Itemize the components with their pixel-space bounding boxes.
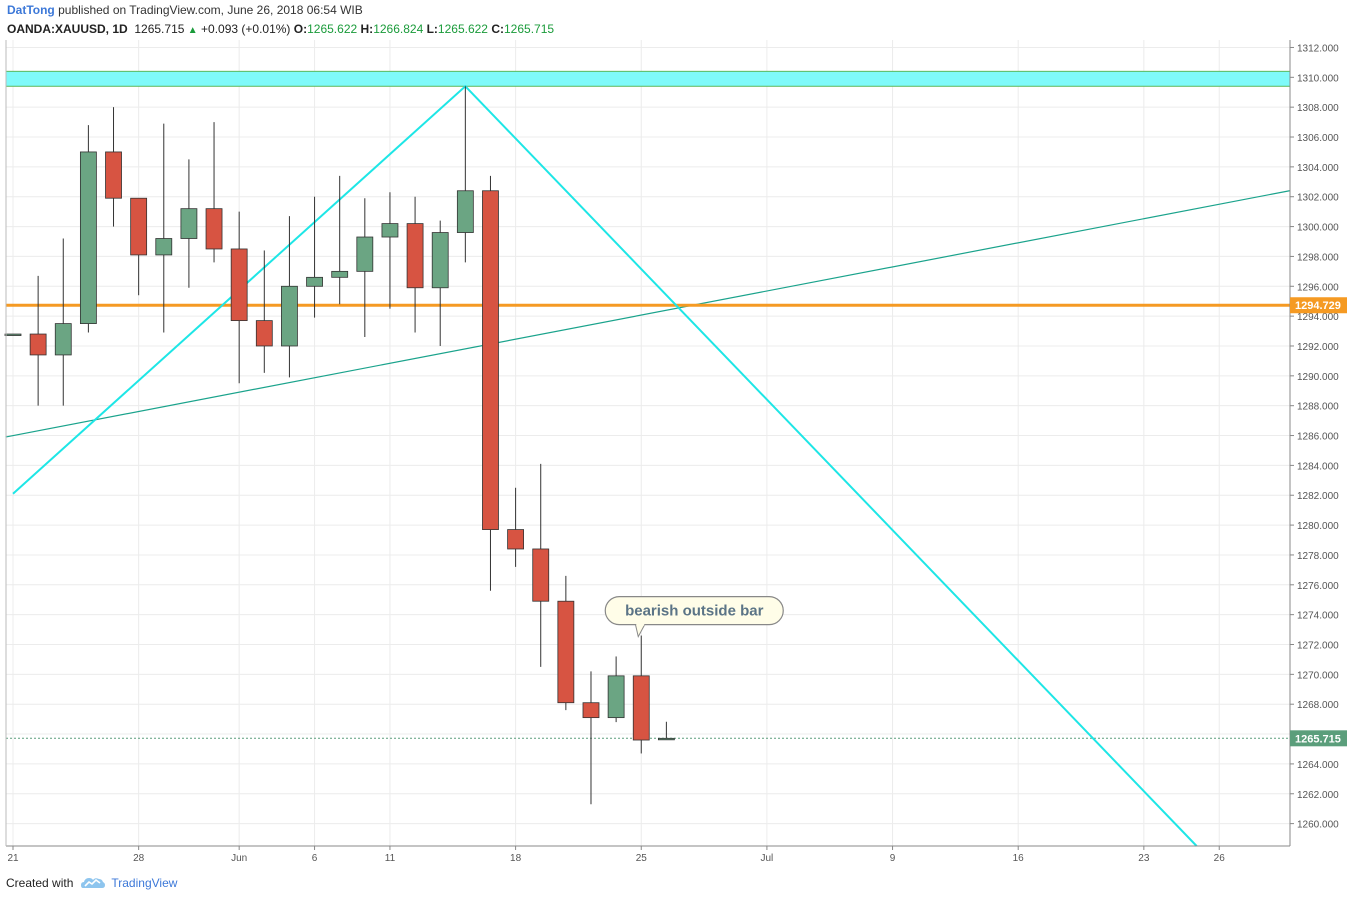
x-tick-label: 16	[1013, 853, 1025, 864]
tradingview-brand[interactable]: TradingView	[111, 876, 178, 890]
candle[interactable]	[532, 548, 550, 602]
y-tick-label: 1300.000	[1297, 223, 1339, 234]
y-tick-label: 1286.000	[1297, 432, 1339, 443]
x-tick-label: 11	[385, 853, 396, 864]
ohlc-legend: OANDA:XAUUSD, 1D 1265.715 ▲ +0.093 (+0.0…	[7, 22, 554, 36]
y-tick-label: 1310.000	[1297, 73, 1339, 84]
open-value: 1265.622	[307, 22, 358, 36]
candle[interactable]	[54, 323, 72, 356]
y-tick-label: 1282.000	[1297, 491, 1339, 502]
candle[interactable]	[130, 197, 148, 256]
y-tick-label: 1298.000	[1297, 252, 1339, 263]
candle[interactable]	[4, 333, 22, 336]
callout-bubble[interactable]	[604, 596, 784, 626]
y-tick-label: 1294.000	[1297, 312, 1339, 323]
zigzag-pattern[interactable]	[12, 84, 1198, 847]
candle[interactable]	[431, 232, 449, 289]
y-tick-label: 1276.000	[1297, 581, 1339, 592]
y-tick-label: 1304.000	[1297, 163, 1339, 174]
close-value: 1265.715	[504, 22, 555, 36]
high-label: H:	[360, 22, 374, 36]
x-tick-label: 23	[1138, 853, 1150, 864]
y-tick-label: 1308.000	[1297, 103, 1339, 114]
x-tick-label: Jun	[231, 853, 247, 864]
y-tick-label: 1292.000	[1297, 342, 1339, 353]
candle[interactable]	[356, 236, 374, 272]
change-value: +0.093 (+0.01%)	[201, 22, 291, 36]
candle[interactable]	[607, 675, 625, 719]
last-price: 1265.715	[134, 22, 185, 36]
y-tick-label: 1270.000	[1297, 670, 1339, 681]
candle[interactable]	[507, 529, 525, 550]
candle[interactable]	[582, 702, 600, 719]
candle[interactable]	[456, 190, 474, 233]
symbol-label: OANDA:XAUUSD, 1D	[7, 22, 128, 36]
x-tick-label: 21	[7, 853, 19, 864]
callout-joint	[636, 622, 645, 626]
created-with-label: Created with	[6, 876, 74, 890]
candle[interactable]	[79, 151, 97, 324]
x-tick-label: 6	[312, 853, 318, 864]
low-label: L:	[426, 22, 438, 36]
publish-info: DatTong published on TradingView.com, Ju…	[7, 3, 363, 17]
candle[interactable]	[281, 285, 298, 347]
y-tick-label: 1288.000	[1297, 402, 1339, 413]
y-tick-label: 1296.000	[1297, 282, 1339, 293]
x-tick-label: 9	[890, 853, 896, 864]
y-tick-label: 1306.000	[1297, 133, 1339, 144]
close-label: C:	[491, 22, 504, 36]
x-tick-label: 28	[133, 853, 145, 864]
y-tick-label: 1274.000	[1297, 611, 1339, 622]
y-tick-label: 1302.000	[1297, 193, 1339, 204]
horizontal-level-tag[interactable]	[1290, 297, 1347, 314]
candle[interactable]	[105, 151, 122, 199]
x-tick-label: 18	[510, 853, 522, 864]
candle[interactable]	[230, 248, 248, 322]
candle[interactable]	[557, 600, 575, 704]
footer: Created with TradingView	[6, 876, 177, 890]
change-arrow-icon: ▲	[187, 25, 198, 36]
candle[interactable]	[331, 270, 349, 278]
annotation-label: bearish outside bar	[625, 603, 764, 620]
y-tick-label: 1280.000	[1297, 521, 1339, 532]
y-tick-label: 1260.000	[1297, 820, 1339, 831]
last-price-tag[interactable]	[1290, 730, 1347, 747]
callout-pointer	[634, 623, 646, 639]
x-tick-label: Jul	[761, 853, 774, 864]
candle[interactable]	[306, 276, 323, 287]
author-name[interactable]: DatTong	[7, 3, 55, 17]
candle[interactable]	[29, 333, 47, 356]
y-tick-label: 1264.000	[1297, 760, 1339, 771]
high-value: 1266.824	[373, 22, 424, 36]
y-tick-label: 1278.000	[1297, 551, 1339, 562]
candle[interactable]	[406, 223, 424, 289]
published-text: published on TradingView.com, June 26, 2…	[58, 3, 363, 17]
low-value: 1265.622	[437, 22, 488, 36]
trendline[interactable]	[5, 190, 1290, 438]
horizontal-level-tag-label: 1294.729	[1295, 300, 1341, 312]
y-tick-label: 1284.000	[1297, 461, 1339, 472]
candle[interactable]	[180, 208, 198, 239]
candle[interactable]	[205, 208, 223, 250]
x-tick-label: 25	[636, 853, 648, 864]
candle[interactable]	[255, 320, 273, 347]
y-tick-label: 1262.000	[1297, 790, 1339, 801]
y-tick-label: 1290.000	[1297, 372, 1339, 383]
y-tick-label: 1312.000	[1297, 43, 1339, 54]
resistance-zone[interactable]	[5, 70, 1291, 87]
candle[interactable]	[657, 737, 675, 741]
tradingview-cloud-icon	[81, 878, 106, 888]
candle[interactable]	[155, 238, 173, 256]
last-price-tag-label: 1265.715	[1295, 733, 1341, 745]
candle[interactable]	[632, 675, 650, 741]
x-tick-label: 26	[1214, 853, 1226, 864]
candle[interactable]	[381, 223, 399, 238]
candle[interactable]	[482, 190, 499, 530]
open-label: O:	[293, 22, 308, 36]
y-tick-label: 1272.000	[1297, 641, 1339, 652]
y-tick-label: 1268.000	[1297, 700, 1339, 711]
